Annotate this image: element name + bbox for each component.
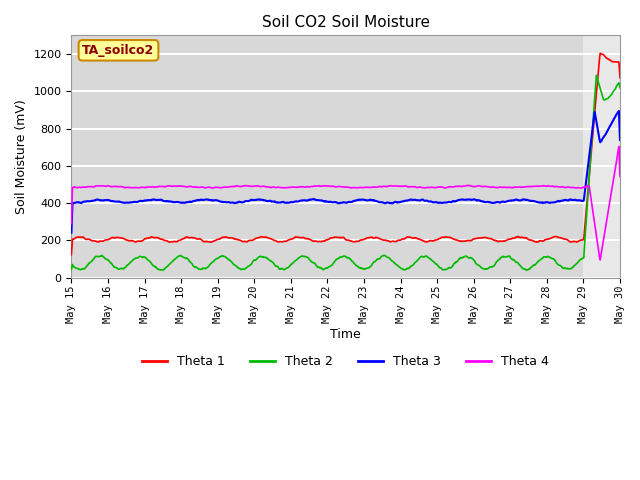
Theta 3	[616, 137, 624, 143]
Theta 2	[616, 85, 624, 91]
Theta 3	[495, 199, 503, 205]
Theta 4	[616, 174, 624, 180]
Theta 3	[289, 199, 297, 205]
X-axis label: Time: Time	[330, 328, 361, 341]
Theta 1	[124, 238, 131, 243]
Theta 3	[444, 199, 452, 205]
Theta 1	[505, 236, 513, 242]
Theta 1	[309, 238, 317, 244]
Theta 1	[495, 239, 503, 244]
Theta 1	[596, 50, 604, 56]
Theta 4	[615, 144, 623, 149]
Theta 4	[505, 184, 513, 190]
Line: Theta 2: Theta 2	[72, 75, 620, 270]
Theta 3	[68, 230, 76, 236]
Y-axis label: Soil Moisture (mV): Soil Moisture (mV)	[15, 99, 28, 214]
Theta 4	[309, 183, 317, 189]
Theta 4	[596, 257, 604, 263]
Theta 3	[505, 198, 513, 204]
Theta 2	[523, 267, 531, 273]
Theta 2	[444, 265, 452, 271]
Theta 3	[615, 108, 623, 114]
Title: Soil CO2 Soil Moisture: Soil CO2 Soil Moisture	[262, 15, 429, 30]
Theta 2	[289, 260, 297, 265]
Theta 4	[444, 184, 452, 190]
Theta 2	[495, 257, 503, 263]
Line: Theta 3: Theta 3	[72, 111, 620, 233]
Theta 3	[124, 200, 131, 205]
Text: TA_soilco2: TA_soilco2	[83, 44, 155, 57]
Theta 4	[68, 221, 76, 227]
Theta 1	[616, 75, 624, 81]
Theta 4	[124, 184, 131, 190]
Line: Theta 1: Theta 1	[72, 53, 620, 254]
Theta 3	[309, 196, 317, 202]
Theta 2	[505, 253, 513, 259]
Theta 1	[68, 252, 76, 257]
Theta 2	[124, 263, 131, 268]
Line: Theta 4: Theta 4	[72, 146, 620, 260]
Theta 2	[593, 72, 600, 78]
Legend: Theta 1, Theta 2, Theta 3, Theta 4: Theta 1, Theta 2, Theta 3, Theta 4	[138, 350, 554, 373]
Bar	[584, 36, 620, 277]
Theta 2	[309, 260, 317, 265]
Theta 4	[289, 184, 297, 190]
Theta 4	[495, 184, 503, 190]
Theta 1	[289, 236, 297, 241]
Theta 2	[68, 266, 76, 272]
Theta 1	[444, 234, 452, 240]
